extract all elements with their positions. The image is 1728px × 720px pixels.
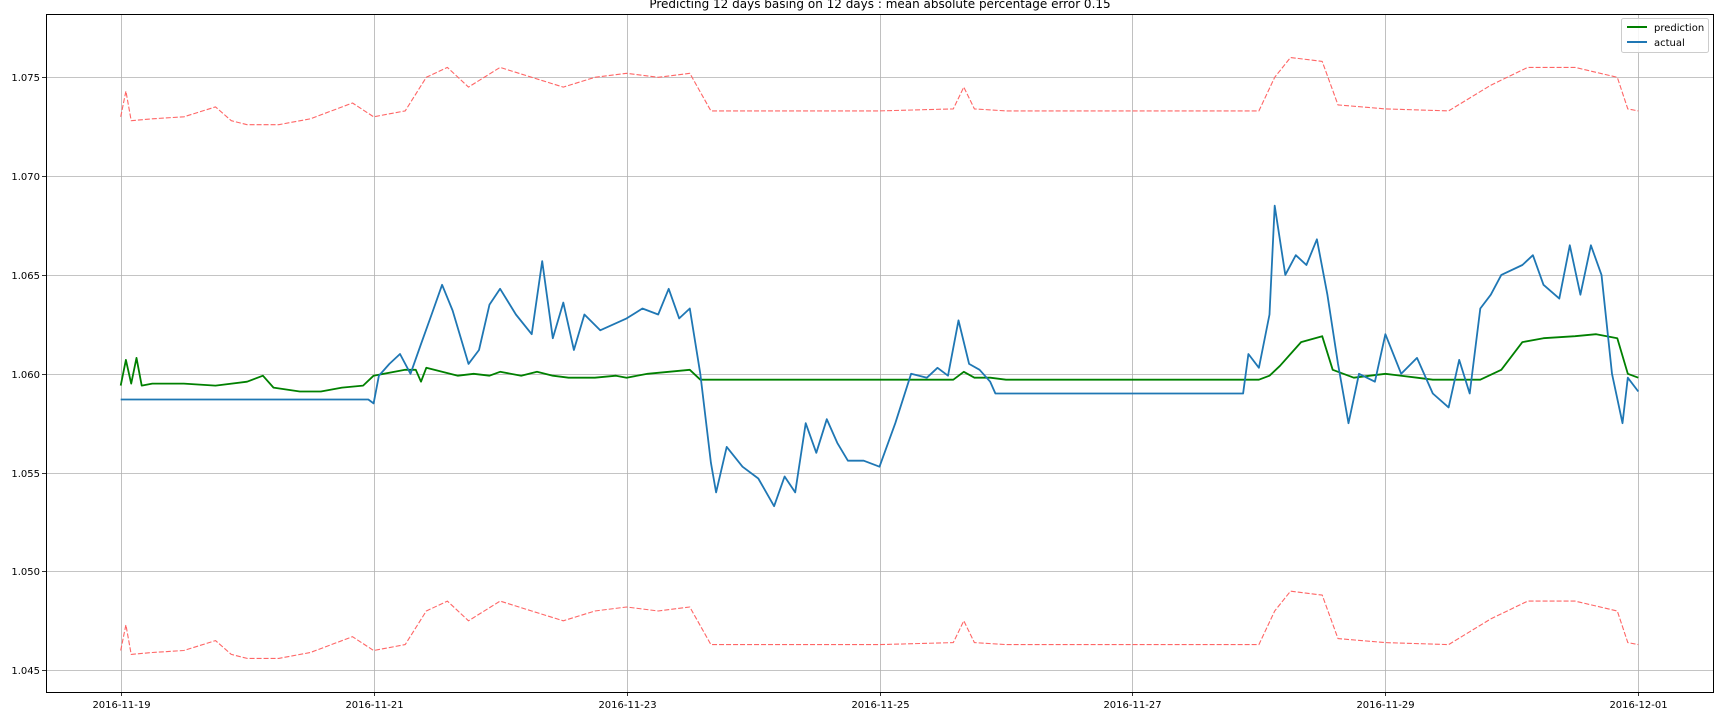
y-tick-label: 1.065	[11, 271, 40, 282]
series-layer	[119, 56, 1640, 659]
x-tick-label: 2016-11-21	[345, 700, 403, 711]
x-tick-label: 2016-11-27	[1103, 700, 1161, 711]
chart-title: Predicting 12 days basing on 12 days : m…	[649, 0, 1110, 11]
y-tick-label: 1.060	[11, 370, 40, 381]
x-tick-label: 2016-11-25	[851, 700, 909, 711]
y-tick-label: 1.050	[11, 567, 40, 578]
y-tick-label: 1.070	[11, 172, 40, 183]
tick-layer: 2016-11-19 2016-11-21 2016-11-23 2016-11-25…	[11, 73, 1667, 711]
y-tick-label: 1.045	[11, 666, 40, 677]
grid-layer	[46, 14, 1713, 692]
x-tick-label: 2016-11-19	[92, 700, 150, 711]
legend-label-prediction: prediction	[1654, 23, 1704, 34]
x-tick-label: 2016-11-23	[598, 700, 656, 711]
series-line-actual	[120, 204, 1640, 508]
x-tick-label: 2016-11-29	[1356, 700, 1414, 711]
x-tick-label: 2016-12-01	[1609, 700, 1667, 711]
series-line-prediction	[119, 333, 1639, 393]
legend-label-actual: actual	[1654, 38, 1685, 49]
series-line-upper-bound	[120, 56, 1639, 126]
legend: prediction actual	[1621, 18, 1709, 53]
series-line-lower-bound	[120, 590, 1639, 659]
y-tick-label: 1.055	[11, 469, 40, 480]
plot-frame	[46, 14, 1714, 693]
y-tick-label: 1.075	[11, 73, 40, 84]
